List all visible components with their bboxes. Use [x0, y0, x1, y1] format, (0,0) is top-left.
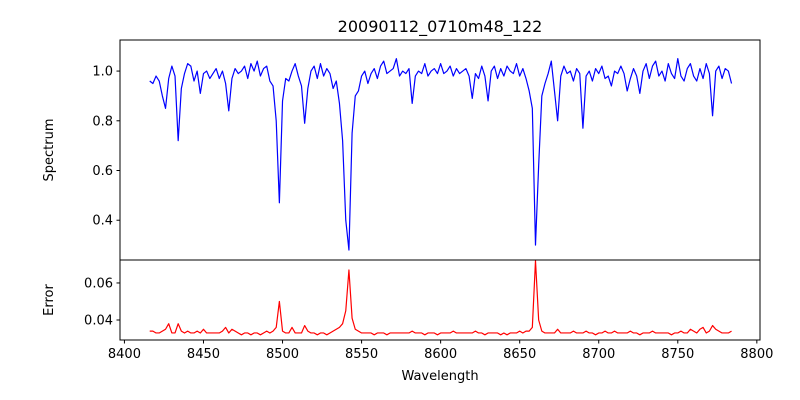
spectrum-series-line [149, 58, 733, 251]
xtick-label: 8550 [345, 347, 378, 362]
spectrum-ytick-label: 1.0 [92, 65, 113, 80]
xtick-label: 8450 [187, 347, 220, 362]
xtick-label: 8650 [503, 347, 536, 362]
xtick-label: 8800 [740, 347, 773, 362]
error-ytick-label: 0.06 [84, 276, 113, 291]
spectrum-ytick-label: 0.8 [92, 114, 113, 129]
xtick-label: 8400 [108, 347, 141, 362]
xtick-label: 8700 [582, 347, 615, 362]
chart-title: 20090112_0710m48_122 [338, 17, 543, 37]
x-axis-label: Wavelength [401, 369, 478, 384]
xtick-label: 8500 [266, 347, 299, 362]
error-series-line [149, 260, 732, 336]
xtick-label: 8750 [661, 347, 694, 362]
error-plot: 0.04 0.06 8400 8450 8500 8550 8600 8650 8700 8750… [84, 259, 773, 362]
xtick-label: 8600 [424, 347, 457, 362]
spectrum-ytick-label: 0.6 [92, 164, 113, 179]
spectrum-ytick-label: 0.4 [92, 214, 113, 229]
y-axis-label-error: Error [42, 284, 57, 316]
y-axis-label-spectrum: Spectrum [42, 119, 57, 182]
error-axes-frame [119, 259, 761, 341]
error-ytick-label: 0.04 [84, 314, 113, 329]
